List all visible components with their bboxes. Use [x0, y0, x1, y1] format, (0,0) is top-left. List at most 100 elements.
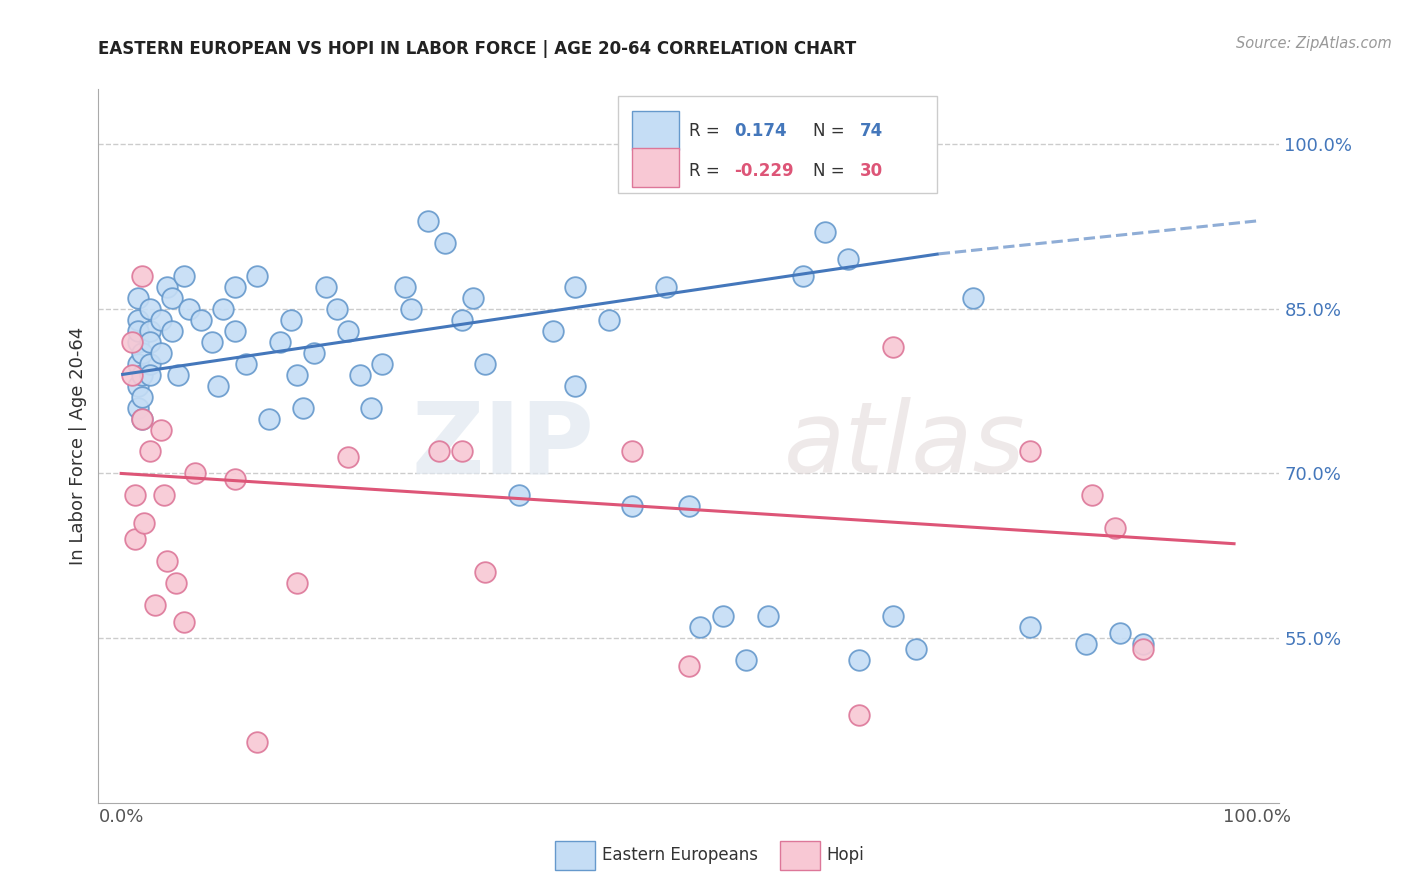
Point [474, 566, 496, 580]
Point [285, 576, 308, 591]
Point [131, 368, 153, 382]
Point [162, 324, 183, 338]
Point [121, 368, 143, 382]
Point [155, 280, 177, 294]
Point [1081, 488, 1104, 502]
Point [678, 658, 700, 673]
Point [127, 334, 149, 349]
Text: R =: R = [689, 121, 725, 139]
Point [508, 488, 530, 502]
Point [1132, 637, 1154, 651]
Point [337, 450, 360, 464]
Point [143, 598, 166, 612]
Point [149, 423, 172, 437]
Point [184, 467, 207, 481]
Point [224, 472, 246, 486]
Point [269, 334, 291, 349]
Point [131, 268, 153, 283]
Text: 30: 30 [860, 162, 883, 180]
Point [132, 516, 155, 530]
Point [127, 291, 149, 305]
Point [149, 312, 172, 326]
Point [285, 368, 308, 382]
Point [814, 225, 837, 239]
Point [127, 357, 149, 371]
Point [257, 411, 280, 425]
FancyBboxPatch shape [619, 96, 936, 193]
Point [326, 301, 349, 316]
Point [337, 324, 360, 338]
Text: R =: R = [689, 162, 725, 180]
Point [207, 378, 229, 392]
Point [1018, 620, 1040, 634]
Point [349, 368, 371, 382]
Point [905, 642, 928, 657]
Point [882, 340, 904, 354]
FancyBboxPatch shape [633, 111, 679, 150]
Point [173, 268, 195, 283]
Point [882, 609, 904, 624]
Point [131, 345, 153, 359]
Point [179, 301, 201, 316]
Point [848, 708, 870, 723]
Point [848, 653, 870, 667]
Point [153, 488, 176, 502]
Point [758, 609, 780, 624]
Point [212, 301, 235, 316]
Point [734, 653, 756, 667]
Point [127, 324, 149, 338]
FancyBboxPatch shape [633, 148, 679, 187]
Point [149, 345, 172, 359]
Point [1132, 642, 1154, 657]
Point [792, 268, 814, 283]
Point [291, 401, 314, 415]
Point [235, 357, 257, 371]
Point [711, 609, 734, 624]
Point [371, 357, 394, 371]
Point [138, 444, 160, 458]
Point [190, 312, 212, 326]
Point [127, 312, 149, 326]
Point [394, 280, 416, 294]
Point [655, 280, 678, 294]
Point [224, 280, 246, 294]
Point [621, 444, 644, 458]
Point [399, 301, 422, 316]
Text: 0.174: 0.174 [734, 121, 786, 139]
Point [124, 488, 146, 502]
Point [173, 615, 195, 629]
Text: -0.229: -0.229 [734, 162, 793, 180]
Y-axis label: In Labor Force | Age 20-64: In Labor Force | Age 20-64 [69, 326, 87, 566]
Text: Source: ZipAtlas.com: Source: ZipAtlas.com [1236, 36, 1392, 51]
Point [450, 444, 472, 458]
Text: N =: N = [813, 162, 849, 180]
Point [162, 291, 183, 305]
Point [541, 324, 564, 338]
Point [315, 280, 337, 294]
Text: atlas: atlas [783, 398, 1025, 494]
Point [621, 500, 644, 514]
Point [138, 334, 160, 349]
Point [155, 554, 177, 568]
Point [131, 390, 153, 404]
Point [1076, 637, 1098, 651]
Text: EASTERN EUROPEAN VS HOPI IN LABOR FORCE | AGE 20-64 CORRELATION CHART: EASTERN EUROPEAN VS HOPI IN LABOR FORCE … [98, 40, 856, 58]
Point [121, 334, 143, 349]
Point [416, 214, 439, 228]
Point [689, 620, 711, 634]
Point [564, 280, 586, 294]
Point [138, 357, 160, 371]
Point [598, 312, 620, 326]
Point [1018, 444, 1040, 458]
Point [302, 345, 325, 359]
Point [360, 401, 382, 415]
Point [564, 378, 586, 392]
Point [433, 235, 456, 250]
Point [127, 378, 149, 392]
Point [837, 252, 859, 267]
Point [131, 411, 153, 425]
Point [450, 312, 472, 326]
Point [201, 334, 224, 349]
Point [962, 291, 984, 305]
Point [224, 324, 246, 338]
